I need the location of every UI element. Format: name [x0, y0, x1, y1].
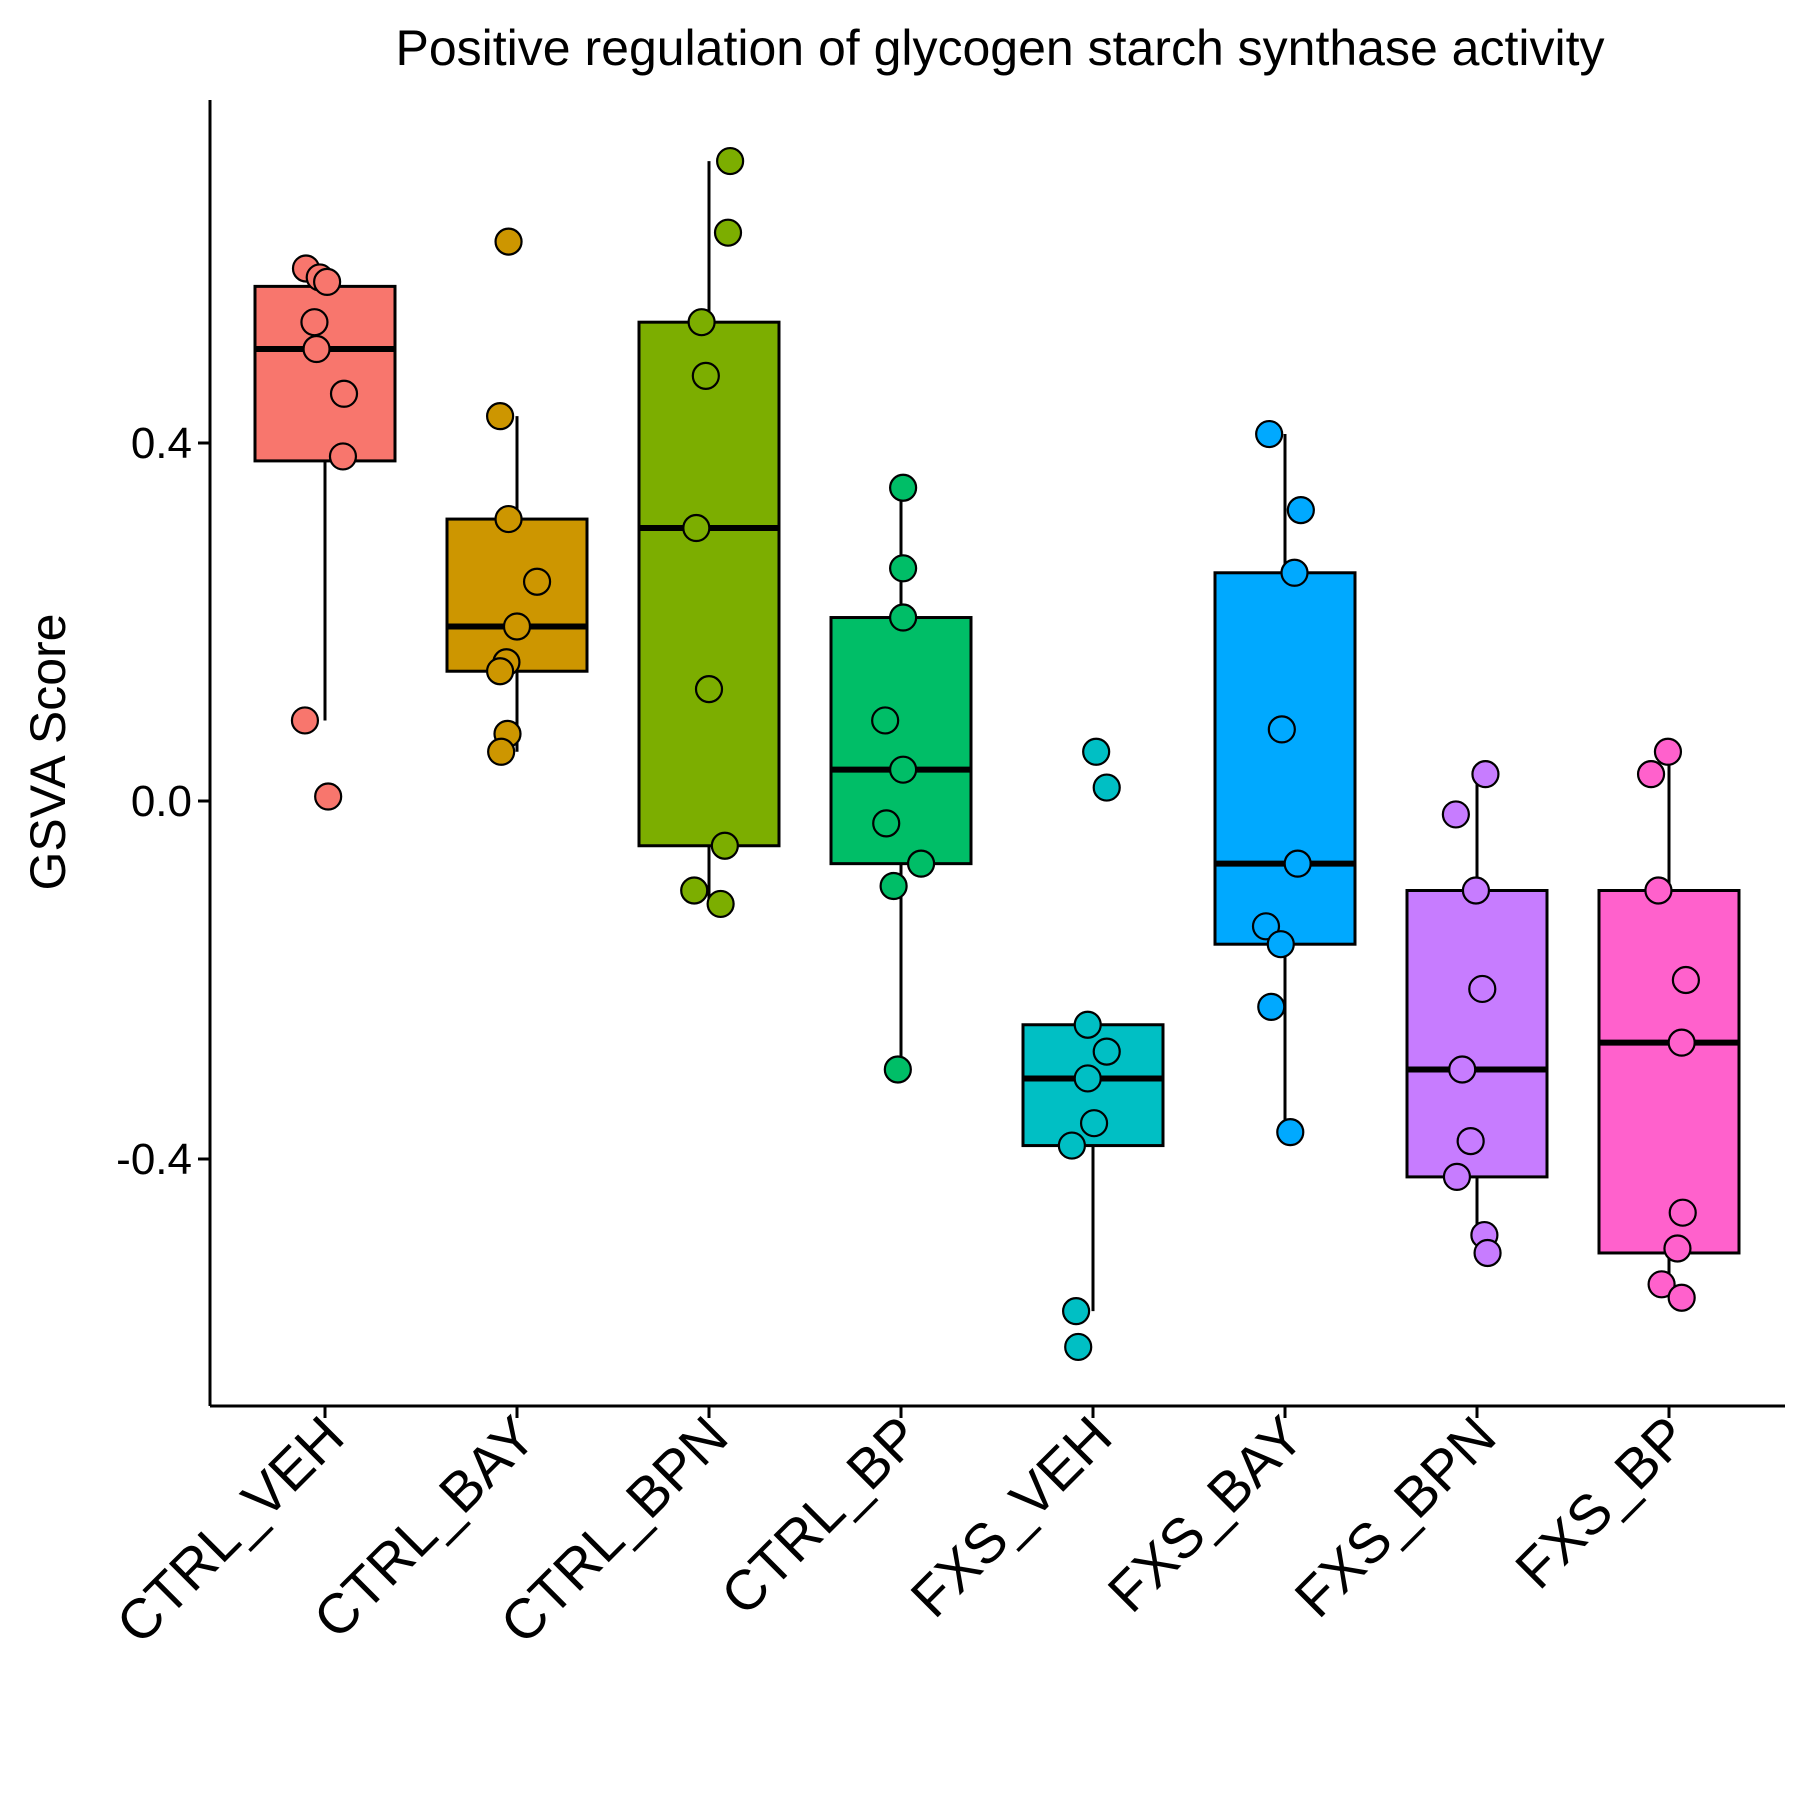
data-point — [1079, 1109, 1109, 1138]
data-point — [1461, 876, 1491, 905]
data-point — [713, 218, 743, 247]
data-point — [883, 1055, 912, 1084]
x-tick-label: FXS_VEH — [898, 1404, 1123, 1629]
data-point — [716, 146, 745, 176]
data-point — [889, 473, 918, 502]
data-point — [1448, 1055, 1477, 1084]
data-point — [710, 831, 739, 860]
data-point — [879, 871, 908, 901]
data-point — [1473, 1238, 1502, 1268]
box-fxs-bp — [1597, 889, 1741, 1255]
data-point — [487, 737, 516, 766]
data-point — [1255, 419, 1284, 449]
data-point — [1073, 1010, 1102, 1039]
data-point — [872, 809, 901, 838]
chart-title: Positive regulation of glycogen starch s… — [396, 20, 1605, 76]
y-tick-label: -0.4 — [116, 1135, 192, 1184]
data-point — [871, 706, 900, 735]
y-tick-label: 0.4 — [131, 419, 192, 468]
data-point — [1092, 773, 1121, 802]
data-point — [1092, 1037, 1121, 1066]
data-point — [329, 379, 359, 408]
data-point — [694, 675, 724, 704]
data-point — [328, 442, 358, 471]
data-point — [1073, 1064, 1102, 1093]
data-point — [300, 308, 329, 337]
data-point — [486, 402, 515, 431]
data-point — [1667, 1283, 1696, 1312]
data-point — [906, 849, 936, 878]
data-point — [1276, 1118, 1305, 1147]
data-point — [1082, 737, 1111, 766]
data-point — [1471, 760, 1500, 789]
data-point — [1441, 800, 1470, 829]
data-point — [889, 554, 918, 583]
data-point — [302, 334, 331, 364]
data-point — [1280, 558, 1309, 587]
data-point — [290, 706, 320, 735]
y-axis-title: GSVA Score — [20, 614, 76, 891]
data-point — [486, 657, 515, 686]
box-ctrl-bay — [445, 517, 589, 673]
data-point — [494, 227, 523, 256]
data-point — [1663, 1234, 1692, 1263]
box-fxs-bay — [1213, 571, 1357, 946]
data-point — [889, 603, 918, 632]
data-point — [1647, 1270, 1676, 1299]
data-point — [1286, 496, 1315, 525]
data-point — [1644, 876, 1673, 905]
data-point — [1283, 849, 1312, 878]
data-point — [1442, 1162, 1472, 1192]
x-tick-label: FXS_BPN — [1282, 1404, 1507, 1629]
data-point — [313, 267, 342, 296]
data-point — [1668, 1198, 1697, 1227]
data-point — [522, 567, 552, 596]
data-point — [1653, 737, 1683, 766]
data-point — [1064, 1332, 1093, 1362]
x-tick-label: FXS_BAY — [1096, 1404, 1316, 1624]
data-point — [682, 513, 711, 543]
data-point — [1671, 965, 1700, 995]
box-ctrl-veh — [253, 284, 397, 463]
data-point — [691, 361, 720, 390]
plot-area: 0.40.0-0.4CTRL_VEHCTRL_BAYCTRL_BPNCTRL_B… — [104, 100, 1785, 1655]
data-point — [314, 782, 343, 811]
data-point — [1062, 1297, 1091, 1326]
data-point — [889, 755, 918, 784]
data-point — [494, 504, 523, 534]
x-tick-label: FXS_BP — [1503, 1404, 1699, 1600]
data-point — [1267, 715, 1296, 744]
data-point — [1057, 1131, 1086, 1160]
data-point — [1456, 1126, 1485, 1156]
x-tick-label: CTRL_BP — [709, 1404, 932, 1627]
data-point — [1667, 1028, 1696, 1057]
data-point — [680, 876, 709, 905]
data-point — [706, 889, 735, 919]
box-ctrl-bp — [829, 616, 973, 866]
box-ctrl-bpn — [637, 320, 781, 848]
data-point — [1468, 974, 1497, 1004]
data-point — [502, 612, 532, 641]
data-point — [1636, 760, 1666, 789]
data-point — [687, 308, 716, 337]
y-tick-label: 0.0 — [131, 777, 192, 826]
data-point — [1266, 930, 1295, 959]
data-point — [1257, 992, 1286, 1021]
